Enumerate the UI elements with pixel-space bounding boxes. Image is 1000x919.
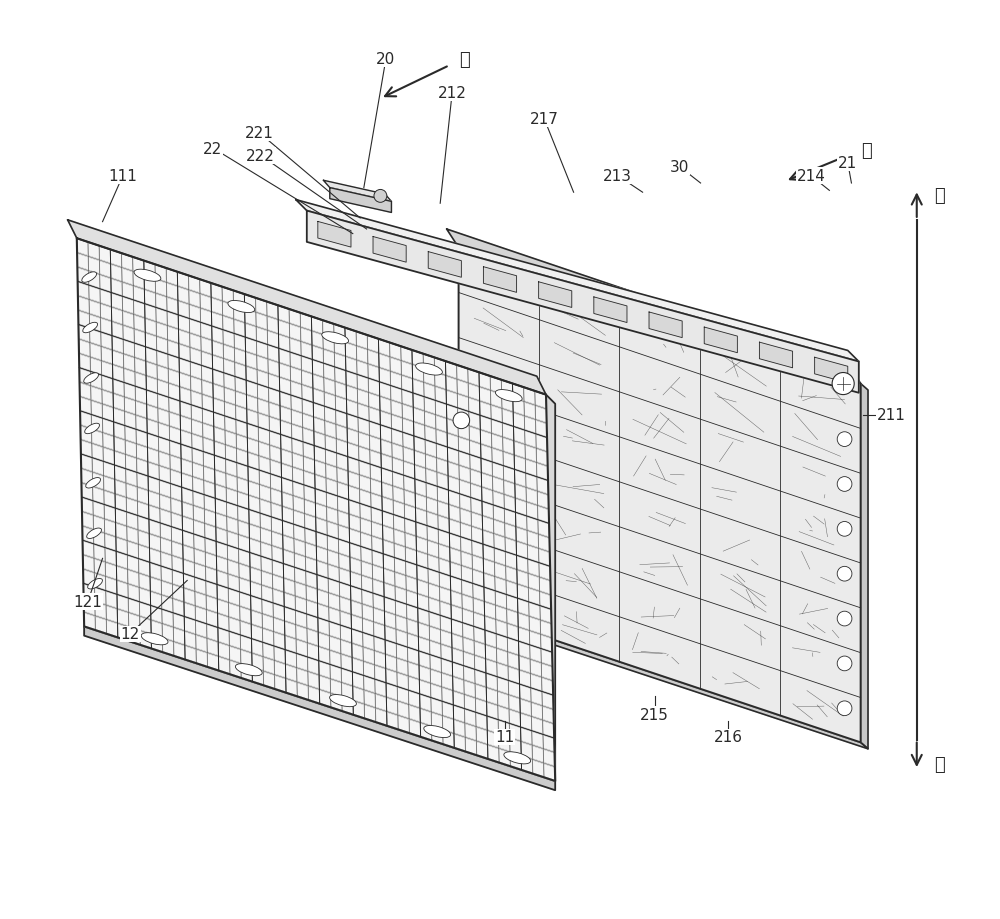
Circle shape bbox=[832, 373, 854, 395]
Ellipse shape bbox=[83, 323, 98, 334]
Text: 30: 30 bbox=[670, 160, 689, 175]
Ellipse shape bbox=[228, 301, 255, 313]
Polygon shape bbox=[459, 248, 861, 743]
Text: 212: 212 bbox=[438, 86, 467, 101]
Circle shape bbox=[374, 190, 387, 203]
Ellipse shape bbox=[416, 364, 442, 376]
Polygon shape bbox=[84, 627, 555, 790]
Text: 214: 214 bbox=[797, 169, 825, 184]
Circle shape bbox=[837, 656, 852, 671]
Ellipse shape bbox=[495, 391, 522, 403]
Ellipse shape bbox=[82, 273, 97, 283]
Text: 211: 211 bbox=[877, 408, 906, 423]
Ellipse shape bbox=[330, 695, 356, 707]
Circle shape bbox=[837, 701, 852, 716]
Text: 后: 后 bbox=[861, 142, 871, 160]
Text: 22: 22 bbox=[203, 142, 223, 156]
Polygon shape bbox=[759, 343, 793, 369]
Polygon shape bbox=[373, 237, 406, 263]
Circle shape bbox=[837, 432, 852, 447]
Polygon shape bbox=[428, 253, 461, 278]
Polygon shape bbox=[296, 200, 859, 362]
Text: 221: 221 bbox=[245, 126, 273, 141]
Polygon shape bbox=[483, 267, 517, 293]
Ellipse shape bbox=[84, 373, 99, 384]
Polygon shape bbox=[704, 328, 737, 353]
Text: 222: 222 bbox=[246, 149, 275, 164]
Polygon shape bbox=[323, 181, 391, 202]
Text: 11: 11 bbox=[495, 730, 514, 744]
Polygon shape bbox=[68, 221, 546, 395]
Ellipse shape bbox=[235, 664, 262, 676]
Polygon shape bbox=[594, 298, 627, 323]
Text: 21: 21 bbox=[838, 156, 857, 171]
Text: 217: 217 bbox=[530, 112, 559, 127]
Ellipse shape bbox=[88, 579, 102, 589]
Polygon shape bbox=[649, 312, 682, 338]
Polygon shape bbox=[307, 211, 859, 393]
Polygon shape bbox=[330, 188, 391, 213]
Circle shape bbox=[837, 567, 852, 582]
Text: 111: 111 bbox=[108, 169, 137, 184]
Ellipse shape bbox=[141, 633, 168, 645]
Ellipse shape bbox=[134, 270, 161, 282]
Ellipse shape bbox=[85, 424, 99, 434]
Text: 121: 121 bbox=[73, 595, 102, 609]
Circle shape bbox=[837, 611, 852, 626]
Ellipse shape bbox=[87, 528, 101, 539]
Polygon shape bbox=[539, 282, 572, 308]
Text: 20: 20 bbox=[376, 52, 396, 67]
Circle shape bbox=[837, 477, 852, 492]
Polygon shape bbox=[459, 608, 868, 749]
Polygon shape bbox=[318, 222, 351, 248]
Polygon shape bbox=[861, 384, 868, 749]
Text: 213: 213 bbox=[603, 169, 632, 184]
Circle shape bbox=[837, 522, 852, 537]
Circle shape bbox=[453, 413, 470, 429]
Text: 12: 12 bbox=[121, 627, 140, 641]
Ellipse shape bbox=[424, 726, 451, 738]
Ellipse shape bbox=[322, 333, 349, 345]
Text: 215: 215 bbox=[640, 708, 669, 722]
Ellipse shape bbox=[86, 478, 101, 489]
Polygon shape bbox=[815, 357, 848, 383]
Polygon shape bbox=[77, 239, 555, 781]
Text: 下: 下 bbox=[934, 187, 945, 205]
Text: 前: 前 bbox=[460, 51, 470, 69]
Text: 上: 上 bbox=[934, 755, 945, 774]
Text: 216: 216 bbox=[714, 730, 743, 744]
Polygon shape bbox=[447, 230, 861, 384]
Polygon shape bbox=[546, 395, 555, 781]
Ellipse shape bbox=[504, 752, 531, 764]
